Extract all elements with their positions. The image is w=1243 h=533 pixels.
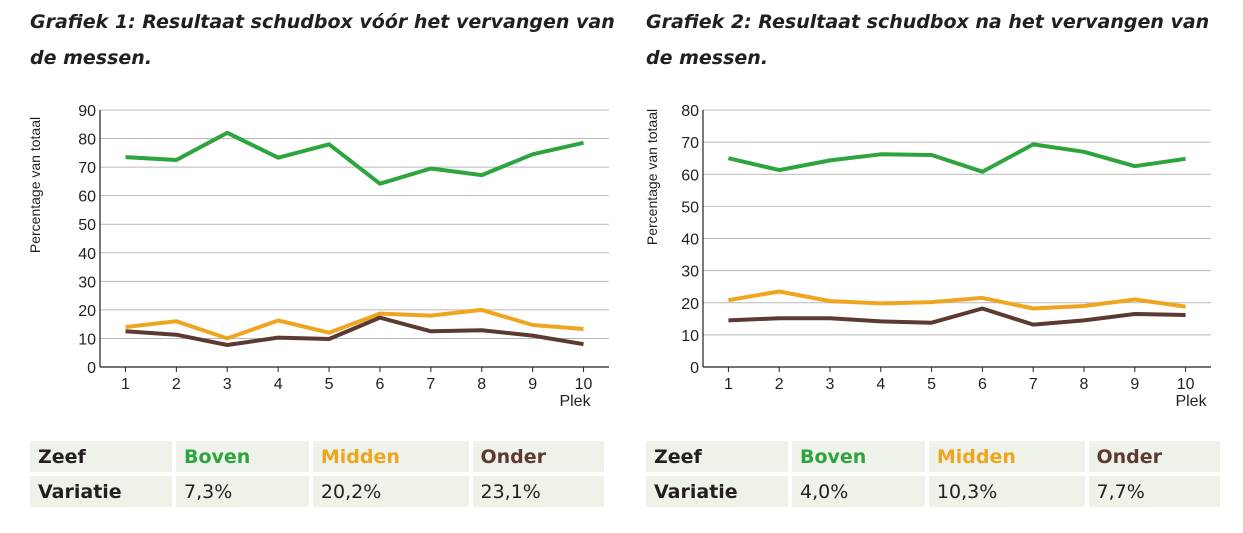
y-tick-label: 0 [87, 360, 96, 377]
column-boven: Boven [176, 441, 309, 472]
y-tick-label: 90 [78, 103, 96, 120]
column-midden: Midden [312, 441, 469, 472]
y-tick-label: 60 [78, 189, 96, 206]
x-tick-label: 1 [724, 376, 733, 393]
variation-onder: 7,7% [1088, 476, 1220, 507]
variation-onder: 23,1% [472, 476, 604, 507]
y-tick-label: 70 [78, 160, 96, 177]
series-line-midden [728, 289, 1186, 311]
table-header-label: Zeef [30, 441, 172, 472]
y-tick-label: 0 [690, 360, 699, 377]
table-row: Zeef Boven Midden Onder [646, 441, 1220, 472]
y-tick-label: 50 [78, 217, 96, 234]
x-tick-label: 4 [274, 376, 283, 393]
x-axis-label: Plek [559, 393, 591, 410]
column-onder: Onder [1088, 441, 1220, 472]
x-tick-label: 2 [172, 376, 181, 393]
x-tick-label: 8 [477, 376, 486, 393]
y-tick-label: 70 [681, 135, 699, 152]
variation-midden: 20,2% [312, 476, 469, 507]
y-tick-label: 40 [681, 232, 699, 249]
y-tick-label: 30 [681, 264, 699, 281]
line-chart-2: Percentage van totaal Plek 0 10 20 30 40 50 60… [644, 103, 1211, 410]
table-row-label: Variatie [646, 476, 788, 507]
y-tick-label: 40 [78, 246, 96, 263]
y-tick-label: 30 [78, 274, 96, 291]
x-axis-label: Plek [1175, 393, 1207, 410]
series-line-boven [727, 142, 1186, 174]
x-tick-label: 5 [325, 376, 334, 393]
chart-title: Grafiek 1: Resultaat schudbox vóór het v… [30, 11, 615, 69]
series-line-onder [728, 306, 1186, 327]
x-tick-label: 7 [1029, 376, 1038, 393]
y-tick-label: 20 [78, 303, 96, 320]
x-tick-label: 10 [1177, 376, 1195, 393]
column-midden: Midden [928, 441, 1085, 472]
y-tick-label: 80 [681, 103, 699, 120]
x-tick-label: 9 [1130, 376, 1139, 393]
table-row: Zeef Boven Midden Onder [30, 441, 604, 472]
x-tick-label: 2 [775, 376, 784, 393]
variation-table: Zeef Boven Midden Onder Variatie 4,0% 10… [642, 437, 1224, 511]
y-tick-label: 20 [681, 296, 699, 313]
chart-panel-2: Grafiek 2: Resultaat schudbox na het ver… [644, 0, 1243, 533]
chart-panel-1: Grafiek 1: Resultaat schudbox vóór het v… [27, 0, 630, 533]
y-tick-label: 10 [78, 331, 96, 348]
table-row-label: Variatie [30, 476, 172, 507]
y-tick-label: 60 [681, 167, 699, 184]
y-axis-label: Percentage van totaal [27, 117, 43, 253]
series-line-onder [125, 315, 584, 347]
x-tick-label: 10 [575, 376, 593, 393]
series-line-midden [125, 307, 584, 341]
x-tick-label: 6 [978, 376, 987, 393]
x-tick-label: 4 [876, 376, 885, 393]
y-axis-label: Percentage van totaal [644, 109, 660, 245]
x-tick-label: 9 [528, 376, 537, 393]
x-tick-label: 3 [826, 376, 835, 393]
y-tick-label: 10 [681, 328, 699, 345]
column-onder: Onder [472, 441, 604, 472]
table-row: Variatie 7,3% 20,2% 23,1% [30, 476, 604, 507]
x-tick-label: 1 [121, 376, 130, 393]
variation-midden: 10,3% [928, 476, 1085, 507]
x-tick-label: 6 [375, 376, 384, 393]
x-tick-label: 3 [223, 376, 232, 393]
variation-table: Zeef Boven Midden Onder Variatie 7,3% 20… [26, 437, 608, 511]
x-tick-label: 7 [426, 376, 435, 393]
y-tick-label: 50 [681, 199, 699, 216]
chart-title: Grafiek 2: Resultaat schudbox na het ver… [646, 11, 1210, 69]
line-chart-1: Percentage van totaal Plek 0 10 20 30 40 50 60… [27, 103, 609, 410]
variation-boven: 7,3% [176, 476, 309, 507]
x-tick-label: 8 [1080, 376, 1089, 393]
variation-boven: 4,0% [792, 476, 925, 507]
table-header-label: Zeef [646, 441, 788, 472]
table-row: Variatie 4,0% 10,3% 7,7% [646, 476, 1220, 507]
series-line-boven [125, 130, 584, 186]
column-boven: Boven [792, 441, 925, 472]
x-tick-label: 5 [927, 376, 936, 393]
y-tick-label: 80 [78, 132, 96, 149]
